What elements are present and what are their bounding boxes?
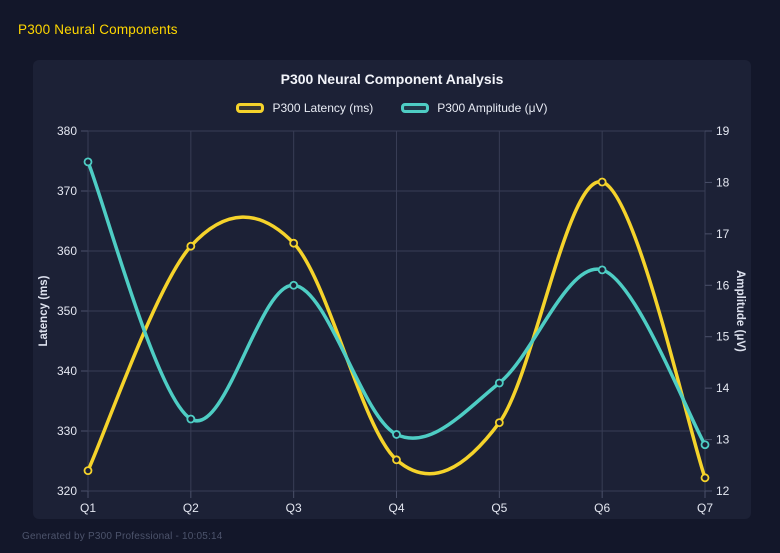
data-point-marker (289, 238, 299, 248)
right-axis-tick-label: 14 (716, 381, 730, 395)
right-axis-title: Amplitude (μV) (734, 270, 746, 352)
x-axis-tick-label: Q1 (80, 501, 96, 515)
data-point-marker (392, 430, 401, 439)
data-point-marker (289, 280, 299, 290)
left-axis-tick-label: 350 (57, 304, 77, 318)
data-point-marker (186, 241, 196, 251)
right-axis-tick-label: 17 (716, 227, 730, 241)
x-axis-tick-label: Q3 (286, 501, 302, 515)
data-point-marker (186, 414, 196, 424)
left-axis-tick-label: 330 (57, 424, 77, 438)
x-axis-tick-label: Q6 (594, 501, 610, 515)
right-axis-tick-label: 15 (716, 330, 730, 344)
chart-card: P300 Neural Component Analysis P300 Late… (33, 60, 751, 519)
chart-title: P300 Neural Component Analysis (280, 71, 504, 87)
data-point-marker (700, 440, 710, 450)
data-point-marker (700, 473, 710, 483)
x-axis-tick-label: Q4 (388, 501, 404, 515)
data-point-marker (494, 418, 504, 428)
footer-text: Generated by P300 Professional - 10:05:1… (22, 531, 223, 542)
left-axis-tick-label: 380 (57, 124, 77, 138)
latency-legend-label: P300 Latency (ms) (272, 101, 374, 115)
left-axis-tick-label: 340 (57, 364, 77, 378)
legend-item-latency[interactable]: P300 Latency (ms) (236, 101, 373, 115)
right-axis-tick-label: 18 (716, 175, 730, 189)
data-point-marker (597, 177, 607, 187)
left-axis-tick-label: 370 (57, 184, 77, 198)
x-axis-tick-label: Q2 (183, 501, 199, 515)
data-point-marker (83, 157, 93, 167)
left-axis-title: Latency (ms) (38, 275, 50, 346)
data-point-marker (597, 265, 607, 275)
data-point-marker (392, 455, 401, 465)
legend-item-amplitude[interactable]: P300 Amplitude (μV) (401, 101, 548, 115)
page-title: P300 Neural Components (18, 22, 178, 37)
amplitude-legend-swatch (401, 103, 430, 113)
x-axis-tick-label: Q7 (697, 501, 713, 515)
chart-legend: P300 Latency (ms) P300 Amplitude (μV) (33, 101, 751, 115)
data-point-marker (83, 466, 93, 476)
data-point-marker (494, 378, 504, 388)
latency-legend-swatch (236, 103, 265, 113)
left-axis-tick-label: 360 (57, 244, 77, 258)
right-axis-tick-label: 19 (716, 124, 730, 138)
right-axis-tick-label: 16 (716, 278, 730, 292)
left-axis-tick-label: 320 (57, 484, 77, 498)
right-axis-tick-label: 13 (716, 433, 730, 447)
right-axis-tick-label: 12 (716, 484, 730, 498)
x-axis-tick-label: Q5 (491, 501, 507, 515)
amplitude-legend-label: P300 Amplitude (μV) (437, 101, 548, 115)
